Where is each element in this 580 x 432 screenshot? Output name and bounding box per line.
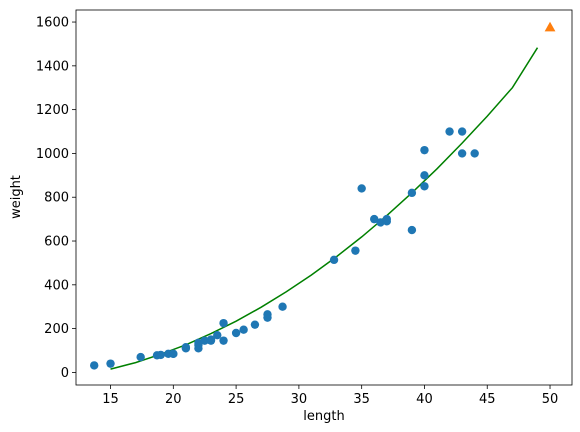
data-point <box>278 302 287 311</box>
y-tick-label: 1200 <box>36 103 69 118</box>
plot-frame <box>75 9 573 386</box>
data-point <box>457 149 467 158</box>
data-point <box>370 214 379 224</box>
data-point <box>470 149 479 158</box>
data-point <box>200 336 209 345</box>
fit-curve-line <box>110 47 539 370</box>
y-axis-ticks: 0 200 400 600 800 1000 1200 1400 1600 <box>36 16 76 381</box>
x-tick-label: 45 <box>479 392 496 407</box>
data-point <box>420 145 429 155</box>
y-tick-label: 0 <box>61 366 69 381</box>
y-tick-label: 1600 <box>36 16 69 31</box>
x-tick-label: 30 <box>291 392 308 407</box>
data-point <box>90 361 99 370</box>
data-point <box>169 349 178 358</box>
data-point <box>351 246 360 255</box>
data-point <box>329 255 339 265</box>
data-point <box>213 330 222 340</box>
data-point <box>239 325 248 334</box>
data-point <box>219 336 228 345</box>
y-tick-label: 400 <box>44 278 69 293</box>
x-tick-label: 15 <box>102 392 119 407</box>
predicted-point <box>544 21 556 32</box>
data-point <box>420 182 429 191</box>
y-tick-label: 1000 <box>36 147 69 162</box>
y-tick-label: 600 <box>44 235 69 250</box>
x-tick-label: 20 <box>165 392 182 407</box>
data-point <box>206 335 216 344</box>
data-point <box>376 218 385 227</box>
plot-area <box>76 10 572 385</box>
data-point <box>106 359 115 368</box>
data-point <box>382 214 391 224</box>
data-point <box>445 127 454 136</box>
data-point <box>250 320 260 329</box>
y-tick-label: 200 <box>44 322 69 337</box>
x-tick-label: 35 <box>353 392 370 407</box>
data-point <box>457 127 467 136</box>
data-point <box>407 225 417 235</box>
data-point <box>420 171 429 180</box>
y-axis-label: weight <box>9 175 24 219</box>
x-axis-ticks: 15 20 25 30 35 40 45 50 <box>102 385 558 407</box>
data-point <box>181 343 191 352</box>
data-point <box>136 352 145 362</box>
data-point <box>357 184 366 193</box>
data-point <box>231 328 241 338</box>
x-tick-label: 40 <box>416 392 433 407</box>
data-point <box>263 310 272 319</box>
data-point <box>156 350 165 360</box>
x-tick-label: 25 <box>228 392 245 407</box>
x-axis-label: length <box>303 409 344 424</box>
data-point <box>219 318 228 328</box>
y-tick-label: 800 <box>44 191 69 206</box>
chart-marks <box>90 21 556 370</box>
data-point <box>407 188 417 198</box>
y-tick-label: 1400 <box>36 59 69 74</box>
x-tick-label: 50 <box>542 392 559 407</box>
